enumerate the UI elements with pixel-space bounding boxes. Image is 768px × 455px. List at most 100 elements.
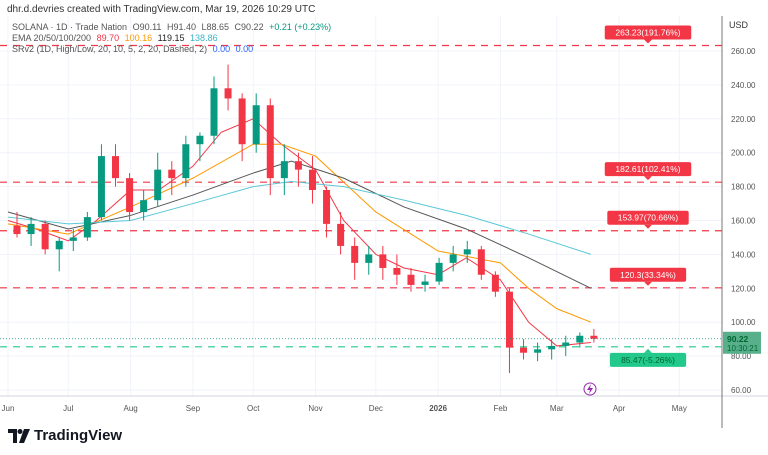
resistance-level-tag: 120.3(33.34%)	[609, 267, 687, 286]
level-tag-pointer	[644, 348, 652, 353]
candle	[97, 144, 105, 221]
candle-body	[154, 169, 162, 201]
candle	[491, 271, 499, 297]
candle	[140, 189, 148, 221]
srv-value-1: 0.00	[212, 44, 231, 54]
candle-body	[393, 267, 401, 275]
candle	[210, 76, 218, 145]
candle-body	[548, 345, 556, 350]
y-tick-label: 140.00	[731, 250, 756, 259]
tradingview-logo: TradingView	[8, 427, 122, 444]
candle-body	[505, 291, 513, 348]
candle	[182, 135, 190, 187]
candle-body	[140, 200, 148, 213]
candle	[112, 144, 119, 187]
y-tick-label: 80.00	[731, 352, 752, 361]
candle-body	[421, 281, 429, 285]
candle-body	[491, 274, 499, 292]
x-tick-label: 2026	[429, 404, 447, 413]
x-tick-label: Oct	[247, 404, 260, 413]
candle	[41, 220, 49, 255]
x-tick-label: Jul	[63, 404, 73, 413]
candle-body	[323, 189, 331, 224]
candle	[463, 240, 471, 263]
candle-body	[449, 254, 457, 263]
brand-name: TradingView	[34, 427, 123, 444]
candle-body	[534, 349, 542, 353]
candle	[365, 245, 373, 275]
candle	[280, 144, 288, 196]
last-price-tag	[723, 331, 761, 354]
candle	[421, 274, 429, 292]
symbol-row: SOLANA · 1D · Trade Nation O90.11 H91.40…	[12, 22, 334, 33]
candle-body	[407, 274, 415, 285]
candle-body	[562, 342, 570, 346]
tradingview-logo-icon	[8, 428, 30, 443]
level-tag-pointer	[644, 176, 652, 181]
candle-body	[294, 161, 302, 170]
ema-line-ema200	[7, 181, 592, 255]
level-tag-bg	[604, 162, 692, 177]
ema-row: EMA 20/50/100/200 89.70 100.16 119.15 13…	[12, 33, 334, 44]
change-value: +0.21 (+0.23%)	[269, 22, 332, 32]
candle-body	[210, 88, 218, 136]
low-value: L88.65	[201, 22, 230, 32]
close-value: C90.22	[234, 22, 264, 32]
candle	[238, 93, 246, 162]
candle-body	[477, 249, 485, 275]
candle-body	[182, 144, 190, 179]
candle	[69, 228, 77, 252]
last-price-value: 90.22	[727, 334, 749, 344]
price-chart[interactable]: 260.00 240.00 220.00 200.00 180.00 160.00 140.…	[0, 16, 768, 428]
candle-body	[112, 156, 119, 179]
x-tick-label: Dec	[369, 404, 383, 413]
ema50-value: 100.16	[124, 33, 153, 43]
attribution: dhr.d.devries created with TradingView.c…	[7, 4, 316, 15]
x-tick-label: Feb	[494, 404, 508, 413]
y-tick-label: 180.00	[731, 183, 756, 192]
candle	[351, 237, 359, 280]
x-tick-label: Nov	[308, 404, 322, 413]
open-value: O90.11	[132, 22, 162, 32]
candle	[379, 245, 387, 280]
candle	[435, 257, 443, 285]
candle-body	[590, 335, 598, 339]
candle-body	[13, 225, 21, 235]
level-tag-label: 120.3(33.34%)	[620, 270, 676, 280]
lightning-icon-circle	[583, 382, 597, 396]
y-tick-label: 120.00	[731, 284, 756, 293]
ema-line-ema50	[7, 143, 592, 323]
candle	[196, 132, 204, 162]
currency-label[interactable]: USD	[729, 20, 749, 30]
support-level-tag: 85.47(-5.26%)	[609, 348, 687, 367]
candle	[294, 152, 302, 187]
level-tag-label: 182.61(102.41%)	[615, 164, 680, 174]
candle-body	[224, 88, 232, 99]
candle	[505, 288, 513, 374]
candle-body	[41, 223, 49, 250]
level-tag-bg	[609, 267, 687, 282]
y-tick-label: 260.00	[731, 47, 756, 56]
srv-label: SRv2 (1D, High/Low, 20, 10, 5, 2, 20, Da…	[12, 44, 208, 54]
candle-body	[379, 254, 387, 268]
y-tick-label: 160.00	[731, 217, 756, 226]
resistance-level-tag: 153.97(70.66%)	[607, 210, 689, 229]
candle	[126, 173, 134, 221]
candle-body	[196, 135, 204, 145]
candle-body	[463, 249, 471, 255]
candle-body	[168, 169, 176, 179]
candle	[252, 93, 260, 153]
lightning-icon	[583, 382, 597, 396]
ema100-value: 119.15	[157, 33, 185, 43]
level-tag-bg	[604, 25, 692, 40]
level-tag-pointer	[644, 224, 652, 229]
candle	[168, 161, 176, 196]
candle-body	[520, 347, 528, 353]
candle	[266, 98, 274, 196]
x-tick-label: Aug	[123, 404, 137, 413]
level-tag-label: 85.47(-5.26%)	[621, 355, 675, 365]
candle-body	[55, 240, 63, 250]
candle	[393, 254, 401, 285]
lightning-icon-bolt	[587, 384, 593, 394]
candle-body	[280, 161, 288, 179]
